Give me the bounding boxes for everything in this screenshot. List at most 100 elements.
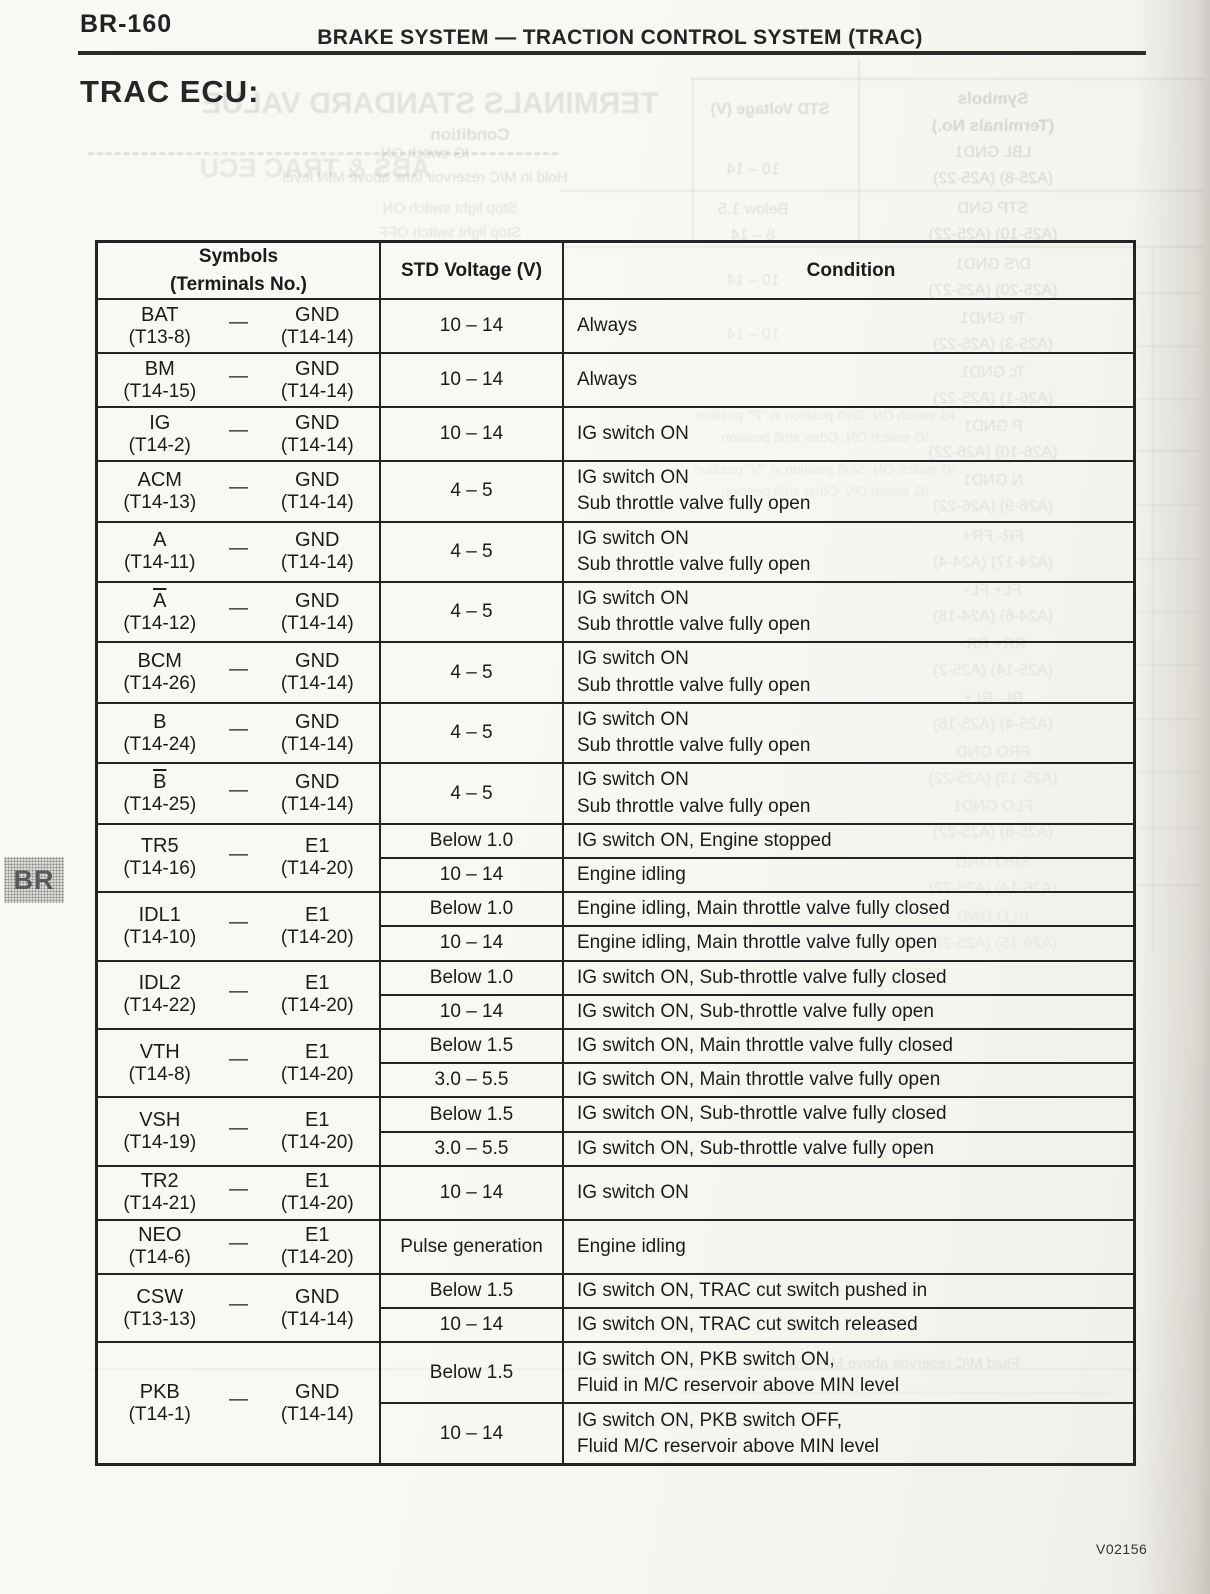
symbol-dash: —	[229, 420, 248, 442]
symbol-right: E1 (T14-20)	[256, 1224, 380, 1269]
condition-cell: IG switch ON Sub throttle valve fully ope…	[564, 643, 1133, 701]
symbol-right: GND (T14-14)	[256, 711, 380, 756]
section-tab-br: BR	[4, 857, 64, 903]
reference-name: E1	[305, 972, 330, 995]
condition-line: IG switch ON, TRAC cut switch released	[577, 1314, 918, 1336]
condition-cell: IG switch ON, Sub-throttle valve fully c…	[564, 1098, 1133, 1130]
symbol-name: BAT	[141, 303, 179, 326]
reference-terminal: (T14-14)	[280, 1308, 354, 1330]
voltage-cell: Below 1.0	[381, 824, 564, 857]
table-row: PKB (T14-1) — GND (T14-14) Below 1.5 IG switch…	[98, 1341, 1133, 1464]
symbol-terminal: (T14-22)	[123, 995, 197, 1017]
symbol-left: NEO (T14-6)	[98, 1224, 222, 1269]
symbol-cell: VTH (T14-8) — E1 (T14-20)	[98, 1030, 381, 1097]
row-entry: Below 1.5 IG switch ON, Sub-throttle valv…	[381, 1098, 1133, 1131]
reference-terminal: (T14-20)	[280, 926, 354, 948]
symbol-dash: —	[229, 366, 248, 388]
reference-terminal: (T14-20)	[280, 1132, 354, 1154]
column-header-symbols-line: Symbols	[198, 246, 279, 267]
symbol-right: E1 (T14-20)	[256, 835, 380, 880]
symbol-cell: BM (T14-15) — GND (T14-14)	[98, 354, 381, 407]
table-row: BAT (T13-8) — GND (T14-14) 10 – 14 Always	[98, 298, 1133, 353]
voltage-cell: 4 – 5	[381, 522, 564, 581]
symbol-grid: NEO (T14-6) — E1 (T14-20)	[98, 1224, 379, 1269]
voltage-cell: Below 1.5	[381, 1030, 564, 1063]
row-entries: Below 1.0 Engine idling, Main throttle va…	[381, 893, 1133, 960]
reference-terminal: (T14-14)	[280, 434, 354, 456]
symbol-name: CSW	[136, 1285, 184, 1308]
row-entries: 4 – 5 IG switch ON Sub throttle valve full…	[381, 764, 1133, 823]
condition-cell: IG switch ON, PKB switch ON, Fluid in M/C…	[564, 1343, 1133, 1402]
symbol-name: A	[153, 589, 167, 612]
condition-line: Always	[577, 368, 638, 390]
symbol-dash: —	[229, 658, 248, 680]
symbol-terminal: (T14-13)	[123, 491, 197, 513]
symbol-cell: B (T14-24) — GND (T14-14)	[98, 703, 381, 763]
symbol-left: TR5 (T14-16)	[98, 835, 222, 880]
symbol-name: ACM	[137, 468, 182, 491]
condition-line: IG switch ON	[577, 769, 689, 791]
symbol-right: GND (T14-14)	[256, 1286, 380, 1331]
row-entry: 4 – 5 IG switch ON Sub throttle valve full…	[381, 764, 1133, 823]
condition-cell: IG switch ON, TRAC cut switch pushed in	[564, 1275, 1133, 1307]
voltage-cell: 3.0 – 5.5	[381, 1064, 564, 1097]
row-entry: 10 – 14 IG switch ON, TRAC cut switch rel…	[381, 1307, 1133, 1342]
row-entry: 3.0 – 5.5 IG switch ON, Sub-throttle valv…	[381, 1130, 1133, 1165]
symbol-grid: IDL1 (T14-10) — E1 (T14-20)	[98, 904, 379, 949]
reference-terminal: (T14-20)	[280, 995, 354, 1017]
row-entries: Below 1.0 IG switch ON, Sub-throttle valv…	[381, 961, 1133, 1029]
condition-line: Engine idling	[577, 1235, 686, 1257]
condition-line: Sub throttle valve fully open	[577, 493, 811, 515]
voltage-cell: 10 – 14	[381, 300, 564, 353]
row-entry: 10 – 14 IG switch ON, Sub-throttle valve …	[381, 993, 1133, 1029]
condition-line: IG switch ON, TRAC cut switch pushed in	[577, 1279, 928, 1301]
reference-terminal: (T14-14)	[280, 326, 354, 348]
symbol-name: BCM	[137, 650, 182, 673]
condition-line: Sub throttle valve fully open	[577, 614, 811, 636]
table-row: B (T14-24) — GND (T14-14) 4 – 5 IG switch ON Su…	[98, 701, 1133, 763]
symbol-dash: —	[229, 537, 248, 559]
symbol-grid: VSH (T14-19) — E1 (T14-20)	[98, 1109, 379, 1154]
symbol-name: IDL2	[138, 972, 181, 995]
condition-line: Sub throttle valve fully open	[577, 553, 811, 575]
row-entry: 4 – 5 IG switch ON Sub throttle valve full…	[381, 703, 1133, 763]
reference-terminal: (T14-14)	[280, 612, 354, 634]
condition-line: IG switch ON, Sub-throttle valve fully c…	[577, 1103, 947, 1125]
reference-terminal: (T14-20)	[280, 858, 354, 880]
reference-terminal: (T14-14)	[280, 673, 354, 695]
reference-terminal: (T14-20)	[280, 1063, 354, 1085]
row-entry: 10 – 14 IG switch ON	[381, 1166, 1133, 1219]
condition-line: Fluid M/C reservoir above MIN level	[577, 1435, 879, 1457]
table-row: IDL1 (T14-10) — E1 (T14-20) Below 1.0 Engine i…	[98, 891, 1133, 960]
condition-cell: IG switch ON Sub throttle valve fully ope…	[564, 583, 1133, 641]
reference-name: E1	[305, 903, 330, 926]
condition-cell: Engine idling	[564, 1221, 1133, 1273]
symbol-left: CSW (T13-13)	[98, 1286, 222, 1331]
symbol-grid: VTH (T14-8) — E1 (T14-20)	[98, 1041, 379, 1086]
symbol-cell: PKB (T14-1) — GND (T14-14)	[98, 1343, 381, 1464]
condition-line: IG switch ON	[577, 708, 689, 730]
table-row: TR2 (T14-21) — E1 (T14-20) 10 – 14 IG switch O…	[98, 1164, 1133, 1219]
voltage-cell: Below 1.0	[381, 893, 564, 926]
symbol-left: BM (T14-15)	[98, 358, 222, 403]
condition-line: Engine idling, Main throttle valve fully…	[577, 932, 938, 954]
symbol-left: IG (T14-2)	[98, 412, 222, 457]
row-entry: 10 – 14 IG switch ON	[381, 408, 1133, 461]
symbol-right: GND (T14-14)	[256, 358, 380, 403]
reference-name: GND	[295, 303, 340, 326]
voltage-cell: 10 – 14	[381, 1166, 564, 1219]
symbol-left: BAT (T13-8)	[98, 304, 222, 349]
condition-line: Always	[577, 314, 638, 336]
condition-cell: IG switch ON, Engine stopped	[564, 825, 1133, 857]
symbol-dash: —	[229, 1232, 248, 1254]
reference-name: GND	[295, 411, 340, 434]
row-entry: 4 – 5 IG switch ON Sub throttle valve full…	[381, 462, 1133, 521]
symbol-grid: BAT (T13-8) — GND (T14-14)	[98, 304, 379, 349]
column-header-symbols: Symbols (Terminals No.)	[98, 243, 381, 299]
row-entry: 10 – 14 Engine idling	[381, 856, 1133, 892]
row-entry: 10 – 14 Always	[381, 300, 1133, 353]
symbol-cell: TR5 (T14-16) — E1 (T14-20)	[98, 824, 381, 892]
symbol-cell: BAT (T13-8) — GND (T14-14)	[98, 300, 381, 353]
symbol-name: TR2	[140, 1170, 179, 1193]
voltage-cell: 10 – 14	[381, 408, 564, 461]
